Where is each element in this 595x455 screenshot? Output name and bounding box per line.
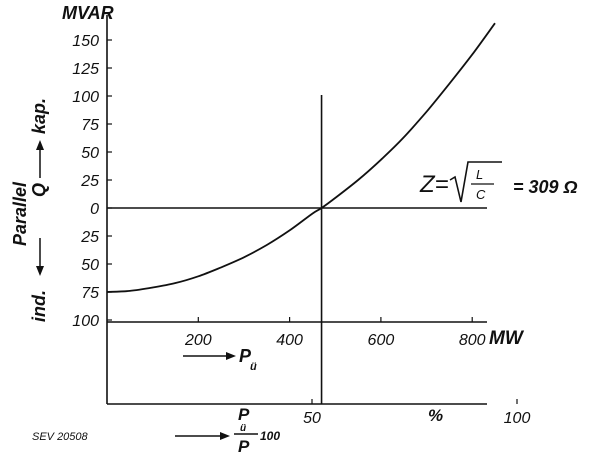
arrow-up-icon xyxy=(36,140,44,150)
y-tick-label: 100 xyxy=(72,313,99,330)
pu-main: P xyxy=(239,346,252,366)
axes xyxy=(106,15,518,405)
ratio-den: P xyxy=(238,437,250,455)
sqrt-icon xyxy=(449,161,502,203)
y-tick-label: 50 xyxy=(81,145,99,162)
tick-labels: 150 125 100 75 50 25 0 25 50 75 100 200 400 600 800 50 1… xyxy=(72,33,531,427)
y-label-ind: ind. xyxy=(29,290,49,322)
x-mw-tick-label: 800 xyxy=(459,332,486,349)
x-pct-tick-label: 100 xyxy=(504,410,531,427)
impedance-formula: Z= L C = 309 Ω xyxy=(419,161,578,203)
y-tick-label: 25 xyxy=(80,229,99,246)
arrow-down-icon xyxy=(36,266,44,276)
y-unit-label: MVAR xyxy=(62,3,114,23)
y-label-q: Q xyxy=(29,183,49,197)
y-tick-label: 100 xyxy=(72,89,99,106)
x-pct-tick-label: 50 xyxy=(303,410,321,427)
pu-arrow-icon xyxy=(226,352,236,360)
series-line-0 xyxy=(106,22,496,293)
x-label-pu: P ü xyxy=(183,346,257,373)
x-label-ratio: P ü P 100 xyxy=(175,405,280,455)
formula-num: L xyxy=(476,167,483,182)
y-tick-label: 50 xyxy=(81,257,99,274)
x-unit-mw-label: MW xyxy=(489,328,525,349)
x-mw-tick-label: 200 xyxy=(184,332,212,349)
y-axis-title: Parallel Q kap. ind. xyxy=(10,98,49,322)
formula-rhs: = 309 Ω xyxy=(513,177,578,197)
series-curve xyxy=(106,22,496,293)
y-tick-label: 75 xyxy=(81,285,99,302)
y-label-kap: kap. xyxy=(29,98,49,134)
y-label-parallel: Parallel xyxy=(10,181,30,246)
ratio-arrow-icon xyxy=(220,432,230,440)
formula-den: C xyxy=(476,187,486,202)
figure-id: SEV 20508 xyxy=(32,431,89,443)
ratio-num: P xyxy=(238,405,250,424)
y-tick-label: 0 xyxy=(90,201,99,218)
ratio-factor: 100 xyxy=(260,429,280,443)
y-tick-label: 25 xyxy=(80,173,99,190)
y-tick-label: 150 xyxy=(72,33,99,50)
y-tick-label: 125 xyxy=(72,61,99,78)
x-unit-pct-label: % xyxy=(428,406,443,425)
x-mw-tick-label: 600 xyxy=(368,332,395,349)
y-tick-label: 75 xyxy=(81,117,99,134)
formula-lhs: Z= xyxy=(419,171,449,198)
ratio-num-sub: ü xyxy=(240,423,246,434)
pu-sub: ü xyxy=(250,361,257,373)
x-mw-tick-label: 400 xyxy=(276,332,303,349)
